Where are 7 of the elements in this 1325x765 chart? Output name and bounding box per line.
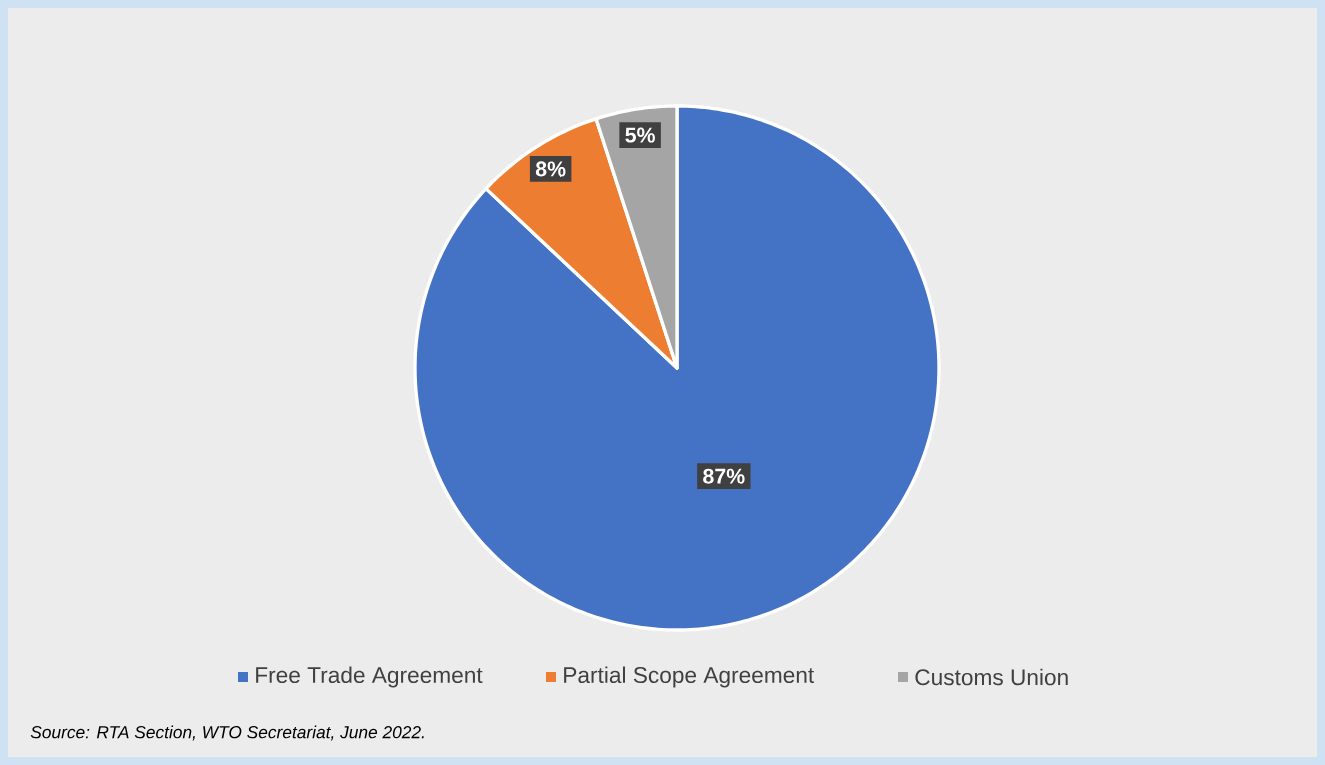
legend-label: Customs Union: [915, 668, 1068, 686]
data-label: 5%: [625, 127, 655, 143]
data-label: 8%: [535, 161, 566, 177]
legend-label: Partial Scope Agreement: [564, 666, 815, 688]
data-label: 87%: [703, 468, 745, 484]
source-note: Source: RTA Section, WTO Secretariat, June 2022.: [30, 725, 424, 741]
legend-label: Free Trade Agreement: [256, 666, 483, 688]
